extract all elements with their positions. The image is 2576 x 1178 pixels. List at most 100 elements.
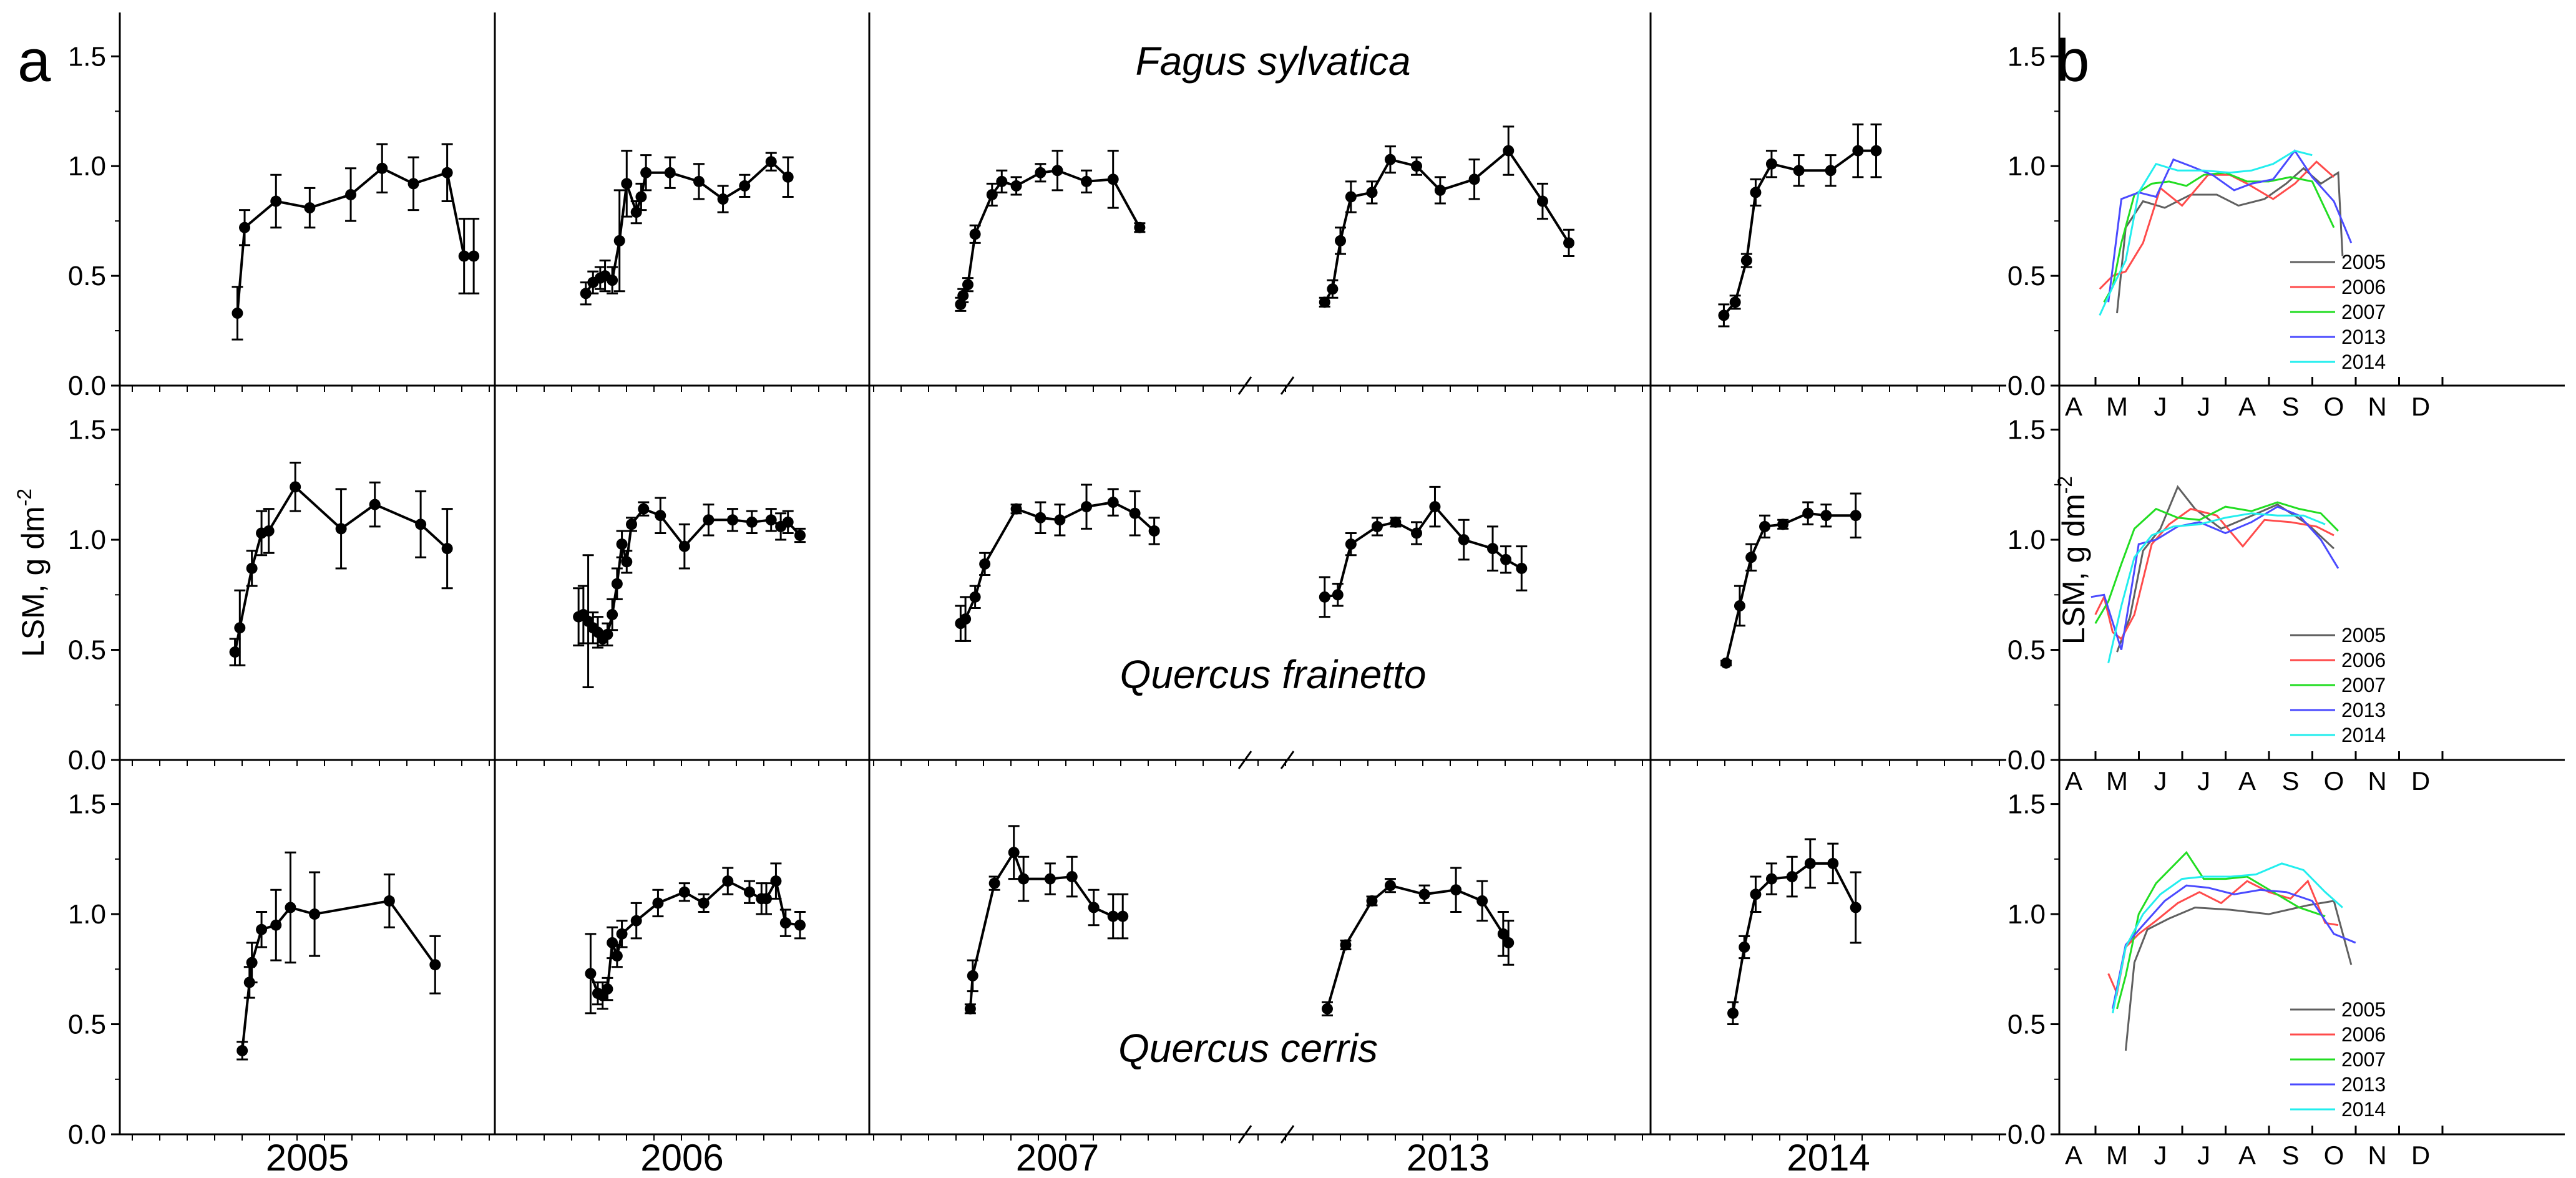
data-point bbox=[1384, 880, 1396, 892]
series-line-2007 bbox=[2116, 850, 2326, 1010]
series-line-2014 bbox=[2112, 862, 2343, 1014]
y-label-superscript: -2 bbox=[13, 489, 36, 506]
data-point bbox=[1134, 221, 1146, 233]
y-tick-label: 1.5 bbox=[68, 41, 106, 72]
y-tick-label: 0.5 bbox=[2008, 1010, 2046, 1040]
data-point bbox=[1516, 562, 1528, 574]
data-point bbox=[441, 167, 453, 178]
legend-label-2005: 2005 bbox=[2341, 998, 2386, 1021]
data-point bbox=[239, 221, 251, 233]
data-point bbox=[969, 228, 981, 240]
data-point bbox=[1384, 153, 1396, 165]
year-label-2013: 2013 bbox=[1407, 1137, 1490, 1178]
year-label-2006: 2006 bbox=[640, 1137, 723, 1178]
y-tick-label: 1.5 bbox=[68, 789, 106, 820]
data-point bbox=[678, 886, 690, 898]
legend-label-2013: 2013 bbox=[2341, 699, 2386, 721]
data-point bbox=[739, 180, 751, 192]
species-label: Quercus frainetto bbox=[1120, 652, 1427, 697]
legend-label-2006: 2006 bbox=[2341, 276, 2386, 298]
data-point bbox=[1332, 589, 1344, 601]
data-point bbox=[415, 518, 427, 530]
data-point bbox=[1345, 191, 1357, 203]
legend-label-2014: 2014 bbox=[2341, 1098, 2386, 1121]
data-point bbox=[232, 307, 243, 319]
data-point bbox=[979, 558, 991, 570]
y-tick-label: 0.5 bbox=[2008, 635, 2046, 666]
y-tick-label: 1.0 bbox=[2008, 151, 2046, 182]
data-point bbox=[957, 290, 969, 301]
data-point bbox=[304, 202, 316, 214]
data-point bbox=[1107, 173, 1119, 185]
data-point bbox=[635, 191, 647, 203]
y-axis-label-b: LSM, g dm-2 bbox=[2054, 476, 2091, 645]
data-point bbox=[263, 525, 275, 537]
data-point bbox=[383, 895, 395, 907]
data-point bbox=[1740, 255, 1752, 266]
y-tick-label: 1.0 bbox=[68, 899, 106, 930]
data-point bbox=[765, 156, 777, 168]
series-line-2007 bbox=[968, 849, 1123, 1009]
year-label-2007: 2007 bbox=[1016, 1137, 1099, 1178]
data-point bbox=[1503, 145, 1515, 157]
data-point bbox=[1366, 187, 1378, 198]
data-point bbox=[652, 897, 664, 909]
month-label: J bbox=[2154, 392, 2167, 421]
legend-label-2007: 2007 bbox=[2341, 674, 2386, 696]
legend-label-2005: 2005 bbox=[2341, 251, 2386, 273]
data-point bbox=[1765, 158, 1777, 170]
series-line-2006 bbox=[2099, 160, 2334, 290]
y-tick-label: 1.5 bbox=[2008, 415, 2046, 445]
data-point bbox=[246, 957, 258, 968]
data-point bbox=[1563, 237, 1575, 249]
y-tick-label: 1.5 bbox=[2008, 41, 2046, 72]
data-point bbox=[1129, 507, 1141, 519]
data-point bbox=[1750, 888, 1762, 900]
axis-break bbox=[1280, 751, 1295, 769]
data-point bbox=[1739, 942, 1750, 953]
data-point bbox=[761, 893, 772, 905]
data-point bbox=[1804, 857, 1816, 869]
data-point bbox=[986, 188, 998, 200]
data-point bbox=[1066, 871, 1078, 883]
legend-label-2007: 2007 bbox=[2341, 1048, 2386, 1071]
data-point bbox=[1010, 180, 1022, 192]
data-point bbox=[1088, 902, 1100, 913]
data-point bbox=[1434, 184, 1446, 196]
month-label: J bbox=[2154, 766, 2167, 796]
y-tick-label: 1.0 bbox=[68, 525, 106, 555]
data-point bbox=[1500, 553, 1512, 565]
data-point bbox=[1035, 167, 1046, 178]
axis-break bbox=[1280, 1125, 1295, 1144]
data-point bbox=[960, 613, 972, 625]
data-point bbox=[988, 877, 1000, 889]
data-point bbox=[407, 178, 419, 190]
data-point bbox=[1035, 512, 1046, 523]
data-point bbox=[607, 275, 618, 286]
data-point bbox=[640, 167, 652, 178]
month-label: S bbox=[2281, 392, 2299, 421]
legend-label-2006: 2006 bbox=[2341, 649, 2386, 671]
data-point bbox=[1081, 175, 1093, 187]
data-point bbox=[585, 968, 597, 980]
series-line-2005 bbox=[2116, 167, 2344, 314]
y-tick-label: 0.0 bbox=[2008, 745, 2046, 776]
month-label: M bbox=[2106, 392, 2128, 421]
y-label-superscript: -2 bbox=[2054, 476, 2076, 494]
data-point bbox=[1411, 160, 1423, 172]
data-point bbox=[1850, 902, 1861, 913]
data-point bbox=[1345, 538, 1357, 550]
data-point bbox=[246, 562, 258, 574]
data-point bbox=[1759, 520, 1770, 532]
data-point bbox=[638, 503, 650, 515]
data-point bbox=[1720, 657, 1732, 669]
series-line-2005 bbox=[2124, 900, 2353, 1051]
data-point bbox=[1718, 309, 1730, 321]
data-point bbox=[1366, 895, 1378, 907]
data-point bbox=[782, 171, 794, 183]
y-tick-label: 0.0 bbox=[68, 371, 106, 401]
panel-a: 0.0 0.5 1.0 1.5 Fagus sylvatica 0.0 0.5 1.0 1.5 Q… bbox=[68, 12, 2006, 1178]
data-point bbox=[1745, 552, 1757, 563]
month-label: O bbox=[2324, 1141, 2344, 1170]
data-point bbox=[655, 510, 666, 522]
